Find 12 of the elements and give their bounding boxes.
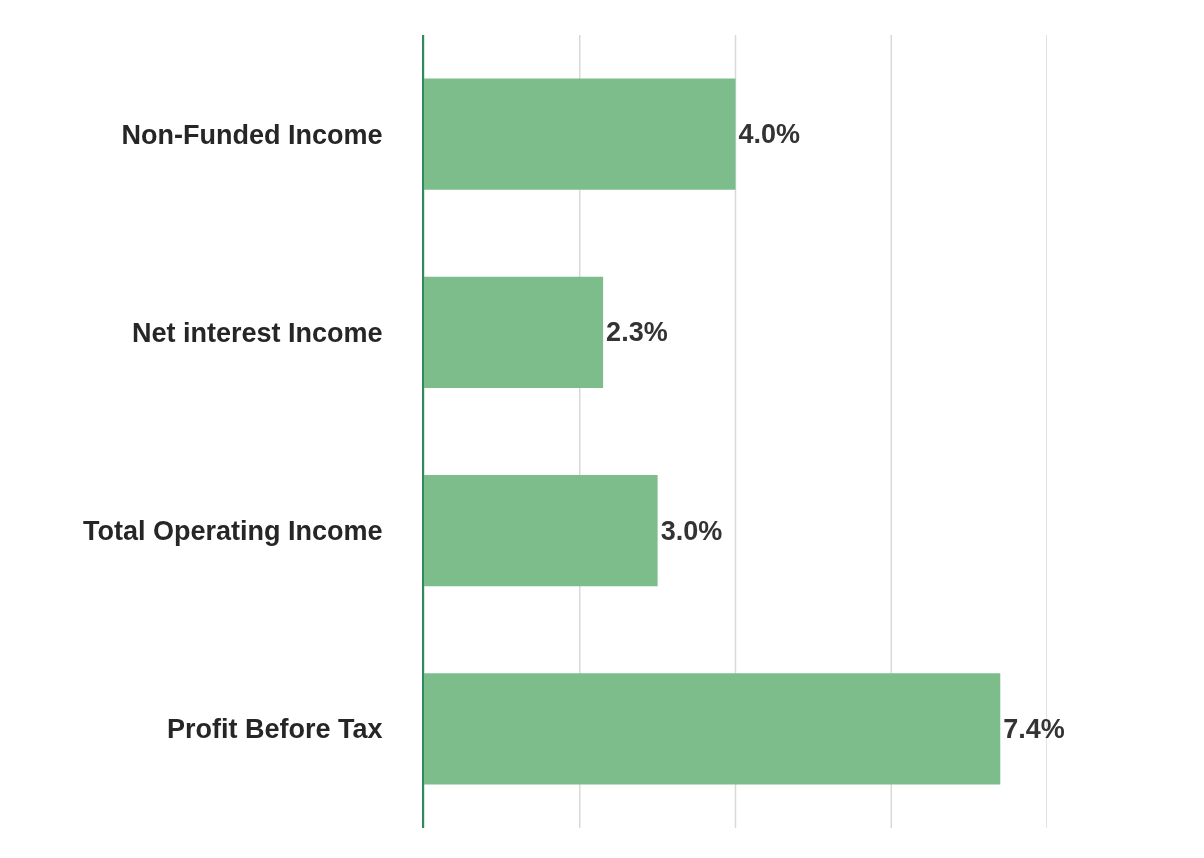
data-label: 2.3% <box>606 317 668 348</box>
bar <box>424 475 658 587</box>
bar <box>424 673 1001 785</box>
y-tick-label: Profit Before Tax <box>167 714 383 745</box>
data-label: 7.4% <box>1003 713 1065 744</box>
bar <box>424 78 736 190</box>
y-tick-label: Total Operating Income <box>83 516 383 547</box>
data-label: 3.0% <box>660 515 723 546</box>
y-tick-label: Net interest Income <box>132 317 383 348</box>
bar <box>424 276 604 388</box>
y-tick-label: Non-Funded Income <box>121 119 383 150</box>
data-label: 4.0% <box>738 119 801 150</box>
